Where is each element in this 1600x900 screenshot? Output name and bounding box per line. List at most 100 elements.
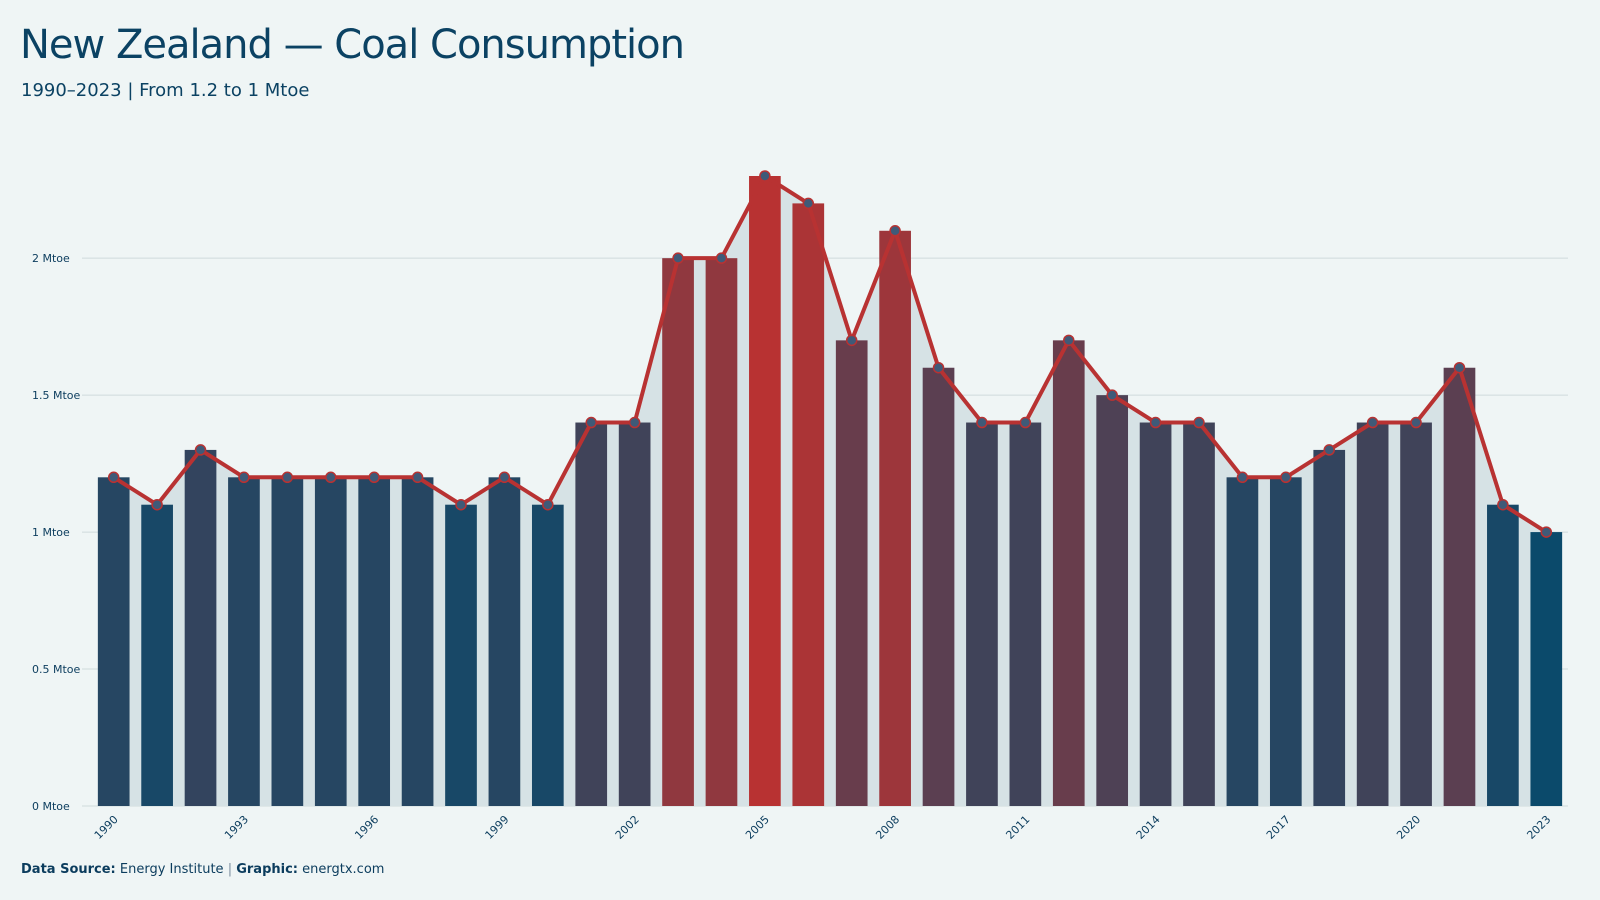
y-tick-label: 0 Mtoe — [32, 800, 70, 813]
point-2008 — [889, 225, 901, 237]
bar-2018 — [1313, 449, 1346, 806]
y-tick-label: 1 Mtoe — [32, 526, 70, 539]
bar-1998 — [445, 504, 477, 806]
y-tick-label: 1.5 Mtoe — [32, 389, 81, 402]
x-tick-label: 2014 — [1134, 813, 1163, 842]
point-2013 — [1106, 389, 1118, 401]
bar-2014 — [1139, 422, 1172, 806]
x-tick-label: 2008 — [873, 813, 902, 842]
bar-2007 — [835, 340, 868, 806]
bar-1997 — [401, 477, 434, 806]
bar-2016 — [1226, 477, 1259, 806]
x-tick-label: 2002 — [613, 813, 642, 842]
line-layer — [112, 174, 1548, 534]
point-2019 — [1366, 416, 1379, 429]
point-2017 — [1280, 471, 1292, 484]
point-1999 — [498, 471, 511, 484]
footer: Data Source: Energy Institute | Graphic:… — [21, 862, 384, 877]
point-2014 — [1149, 416, 1162, 429]
x-tick-label: 2020 — [1394, 813, 1423, 842]
graphic-label: Graphic: — [236, 862, 298, 877]
bar-2015 — [1183, 422, 1215, 806]
point-2012 — [1063, 334, 1075, 347]
y-tick-label: 2 Mtoe — [32, 252, 70, 265]
bar-1994 — [271, 477, 304, 806]
point-2010 — [976, 416, 988, 429]
x-tick-label: 2023 — [1524, 813, 1553, 842]
x-tick-label: 1990 — [92, 813, 121, 842]
point-1991 — [151, 498, 163, 511]
point-1990 — [107, 471, 120, 484]
x-tick-label: 2005 — [743, 813, 772, 842]
point-1995 — [325, 471, 337, 484]
source-label: Data Source: — [21, 862, 116, 877]
point-2002 — [628, 416, 641, 429]
bar-2017 — [1269, 477, 1302, 806]
bar-1991 — [141, 504, 173, 806]
bar-2001 — [575, 422, 608, 806]
graphic-value: energtx.com — [302, 862, 385, 877]
bar-2008 — [879, 230, 911, 807]
point-2018 — [1323, 444, 1335, 456]
point-2004 — [715, 252, 728, 264]
point-1996 — [368, 471, 380, 484]
point-2007 — [845, 334, 858, 347]
chart-title: New Zealand — Coal Consumption — [20, 22, 685, 68]
bar-2022 — [1487, 504, 1519, 806]
point-2020 — [1410, 416, 1422, 429]
trend-line — [112, 174, 1548, 534]
bar-2010 — [966, 422, 998, 806]
x-tick-label: 2017 — [1264, 813, 1293, 842]
point-2003 — [672, 252, 684, 264]
footer-separator: | — [227, 862, 233, 877]
bar-1995 — [314, 477, 347, 806]
bar-1993 — [228, 477, 260, 806]
point-2011 — [1019, 416, 1032, 429]
bar-1999 — [488, 477, 521, 806]
chart-subtitle: 1990–2023 | From 1.2 to 1 Mtoe — [21, 80, 310, 101]
point-2022 — [1497, 498, 1509, 511]
point-2000 — [542, 498, 554, 511]
point-2015 — [1193, 416, 1205, 429]
point-1993 — [238, 471, 250, 484]
bar-2006 — [792, 203, 825, 807]
bar-2012 — [1052, 340, 1085, 806]
bar-2023 — [1530, 532, 1563, 806]
bar-2013 — [1096, 395, 1129, 806]
x-tick-label: 1993 — [222, 813, 251, 842]
bar-2021 — [1443, 367, 1476, 806]
point-2001 — [585, 416, 597, 429]
point-1997 — [411, 471, 424, 484]
point-1998 — [455, 498, 467, 511]
point-2021 — [1453, 361, 1466, 374]
bar-2011 — [1009, 422, 1042, 806]
bars-layer — [97, 176, 1563, 807]
x-axis: 1990 1993 1996 1999 2002 2005 2008 2011 2014 2017… — [92, 813, 1554, 842]
source-value: Energy Institute — [119, 862, 224, 877]
point-2005 — [759, 170, 771, 182]
bar-1990 — [97, 477, 130, 806]
bar-2019 — [1356, 422, 1389, 806]
point-2006 — [802, 197, 815, 210]
point-2023 — [1540, 526, 1553, 538]
x-tick-label: 1996 — [352, 813, 381, 842]
y-axis: 0 Mtoe 0.5 Mtoe 1 Mtoe 1.5 Mtoe 2 Mtoe — [32, 252, 81, 813]
x-tick-label: 2011 — [1003, 813, 1032, 842]
point-2016 — [1236, 471, 1249, 484]
bar-2009 — [922, 367, 955, 806]
point-1994 — [281, 471, 294, 484]
bar-2020 — [1400, 422, 1432, 806]
bar-1996 — [358, 477, 391, 806]
bar-2000 — [531, 504, 564, 806]
bar-2004 — [705, 258, 738, 806]
y-tick-label: 0.5 Mtoe — [32, 663, 81, 676]
bar-2005 — [749, 176, 781, 806]
bar-1992 — [184, 449, 217, 806]
x-tick-label: 1999 — [483, 813, 512, 842]
bar-2003 — [662, 258, 694, 806]
markers-layer — [107, 170, 1553, 538]
point-2009 — [932, 361, 945, 374]
bar-2002 — [618, 422, 651, 806]
